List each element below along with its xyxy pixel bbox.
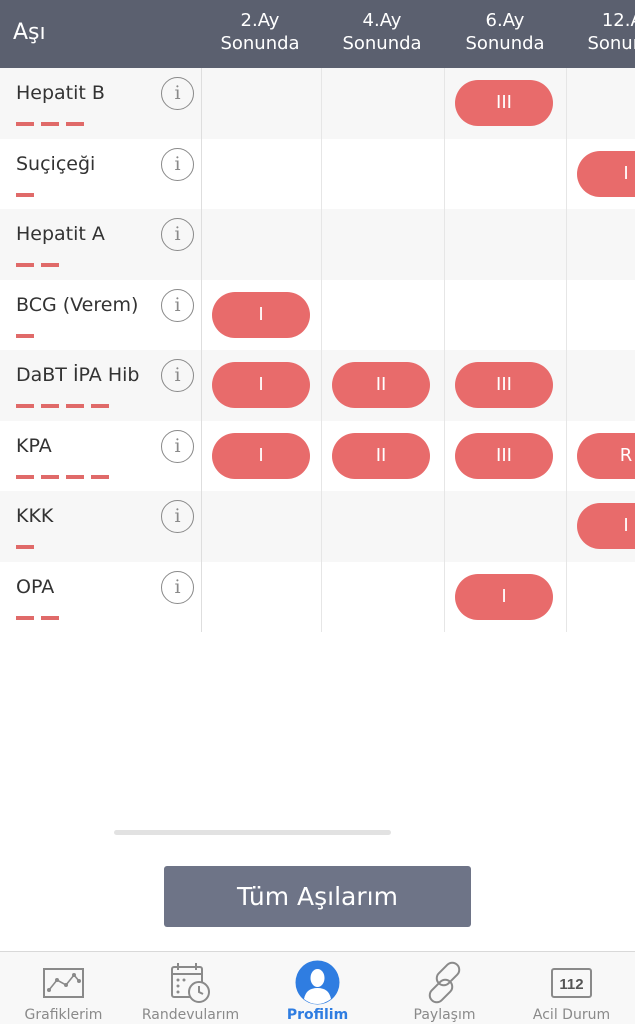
table-header: Aşı 2.Ay Sonunda 4.Ay Sonunda 6.Ay Sonun… (0, 0, 635, 68)
tab-label: Randevularım (141, 1007, 240, 1023)
horizontal-scrollbar[interactable] (114, 830, 391, 835)
vaccine-row: KPA i I II III R (0, 421, 635, 492)
vaccine-row: DaBT İPA Hib i I II III (0, 350, 635, 421)
dose-pill[interactable]: I (212, 362, 310, 408)
dose-dash (41, 122, 59, 126)
dose-pill[interactable]: I (212, 291, 310, 338)
vaccine-name: KKK (16, 505, 54, 527)
dose-dash (16, 192, 34, 197)
dose-count-indicator (16, 404, 109, 408)
info-icon[interactable]: i (161, 500, 194, 533)
dose-count-indicator (16, 192, 34, 197)
column-header-2-months: 2.Ay Sonunda (220, 10, 300, 54)
column-divider (321, 68, 322, 632)
vaccine-row: Hepatit A i (0, 209, 635, 280)
emergency-112-icon: 112 (551, 968, 592, 998)
tab-label: Paylaşım (413, 1007, 476, 1023)
dose-dash (16, 263, 34, 267)
tab-label: Grafiklerim (24, 1007, 103, 1023)
tab-randevularim[interactable]: Randevularım (127, 952, 254, 1024)
calendar-clock-icon (171, 963, 210, 1003)
vaccine-name: Suçiçeği (16, 152, 96, 175)
vaccine-name: Hepatit A (16, 223, 105, 245)
tab-bar: Grafiklerim Randevularım Profilim Paylaş… (0, 951, 635, 1024)
dose-dash (66, 474, 84, 479)
dose-count-indicator (16, 615, 59, 620)
column-header-12-months: 12.Ay Sonunda (587, 10, 635, 54)
all-vaccines-button[interactable]: Tüm Aşılarım (164, 866, 471, 927)
dose-dash (16, 474, 34, 479)
dose-pill[interactable]: II (332, 362, 430, 408)
vaccine-name: BCG (Verem) (16, 293, 139, 316)
dose-dash (41, 474, 59, 479)
vaccine-row: BCG (Verem) i I (0, 280, 635, 351)
dose-dash (16, 333, 34, 338)
dose-count-indicator (16, 333, 34, 338)
profile-icon (295, 960, 340, 1005)
dose-pill[interactable]: I (455, 573, 553, 620)
vaccine-name: KPA (16, 434, 52, 457)
header-title: Aşı (13, 20, 46, 45)
tab-label: Acil Durum (532, 1007, 611, 1023)
vaccine-name: OPA (16, 575, 55, 598)
info-icon[interactable]: i (161, 77, 194, 110)
tab-paylasim[interactable]: Paylaşım (381, 952, 508, 1024)
dose-dash (91, 404, 109, 408)
dose-pill[interactable]: I (212, 432, 310, 479)
dose-dash (41, 615, 59, 620)
vaccine-name: Hepatit B (16, 82, 105, 104)
info-icon[interactable]: i (161, 359, 194, 392)
info-icon[interactable]: i (161, 288, 194, 322)
dose-pill[interactable]: III (455, 362, 553, 408)
dose-pill[interactable]: II (332, 432, 430, 479)
emergency-number: 112 (559, 976, 583, 993)
dose-dash (16, 122, 34, 126)
dose-dash (91, 474, 109, 479)
vaccine-row: Hepatit B i III (0, 68, 635, 139)
dose-dash (16, 615, 34, 620)
dose-dash (41, 404, 59, 408)
dose-pill[interactable]: I (577, 503, 635, 549)
info-icon[interactable]: i (161, 147, 194, 181)
dose-dash (66, 122, 84, 126)
info-icon[interactable]: i (161, 218, 194, 251)
dose-count-indicator (16, 263, 59, 267)
dose-pill[interactable]: R (577, 432, 635, 479)
link-icon (428, 961, 461, 1004)
dose-pill[interactable]: III (455, 80, 553, 126)
vaccine-name: DaBT İPA Hib (16, 364, 140, 386)
dose-count-indicator (16, 474, 109, 479)
column-divider (444, 68, 445, 632)
column-header-4-months: 4.Ay Sonunda (342, 10, 422, 54)
dose-count-indicator (16, 545, 34, 549)
info-icon[interactable]: i (161, 429, 194, 463)
vaccine-row: Suçiçeği i I (0, 139, 635, 210)
column-header-6-months: 6.Ay Sonunda (465, 10, 545, 54)
tab-profilim[interactable]: Profilim (254, 952, 381, 1024)
info-icon[interactable]: i (161, 570, 194, 604)
dose-pill[interactable]: III (455, 432, 553, 479)
tab-grafiklerim[interactable]: Grafiklerim (0, 952, 127, 1024)
dose-dash (16, 545, 34, 549)
dose-count-indicator (16, 122, 84, 126)
tab-acil-durum[interactable]: 112 Acil Durum (508, 952, 635, 1024)
column-divider (201, 68, 202, 632)
tab-label: Profilim (286, 1007, 349, 1023)
chart-icon (43, 968, 84, 998)
dose-dash (16, 404, 34, 408)
vaccine-row: KKK i I (0, 491, 635, 562)
dose-dash (41, 263, 59, 267)
column-divider (566, 68, 567, 632)
dose-dash (66, 404, 84, 408)
dose-pill[interactable]: I (577, 150, 635, 197)
vaccine-row: OPA i I (0, 562, 635, 633)
